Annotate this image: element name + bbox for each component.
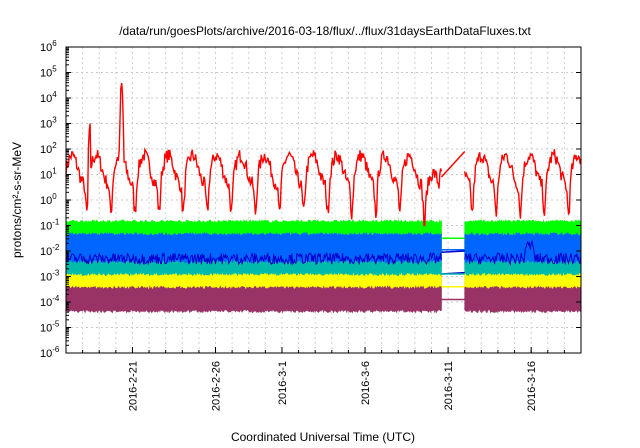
series-0-gap-line xyxy=(440,151,466,178)
y-axis-title: protons/cm²-s-sr-MeV xyxy=(10,142,24,258)
y-tick-label: 105 xyxy=(40,65,57,80)
x-tick-label: 2016-3-16 xyxy=(526,361,538,411)
y-tick-label: 103 xyxy=(40,116,57,131)
y-tick-label: 101 xyxy=(40,167,57,182)
x-axis: 2016-2-21 2016-2-26 2016-3-1 2016-3-6 2016-3… xyxy=(82,347,565,411)
y-tick-label: 10-6 xyxy=(40,345,60,360)
y-tick-label: 102 xyxy=(40,141,57,156)
x-tick-label: 2016-3-6 xyxy=(360,361,372,405)
y-tick-label: 100 xyxy=(40,192,57,207)
y-tick-label: 10-2 xyxy=(40,243,60,258)
x-axis-title: Coordinated Universal Time (UTC) xyxy=(231,430,415,444)
y-tick-label: 10-5 xyxy=(40,320,60,335)
y-tick-label: 10-4 xyxy=(40,294,60,309)
x-tick-label: 2016-2-21 xyxy=(127,361,139,411)
y-tick-label: 10-3 xyxy=(40,269,60,284)
y-tick-label: 10-1 xyxy=(40,218,60,233)
series-0-line xyxy=(65,82,582,227)
x-tick-label: 2016-3-1 xyxy=(277,361,289,405)
x-tick-label: 2016-3-11 xyxy=(443,361,455,410)
series-lines xyxy=(65,82,582,301)
series-6-band xyxy=(65,285,582,314)
series-3-gap-line xyxy=(441,250,465,254)
y-tick-label: 104 xyxy=(40,90,57,105)
x-tick-label: 2016-2-26 xyxy=(211,361,223,411)
series-bands xyxy=(65,218,582,314)
series-3-line xyxy=(65,239,582,267)
y-tick-label: 106 xyxy=(40,39,57,54)
y-axis: 10-6 10-5 10-4 10-3 10-2 10-1 100 101 102 103 104 1… xyxy=(40,39,581,360)
chart-title: /data/run/goesPlots/archive/2016-03-18/f… xyxy=(119,24,531,38)
